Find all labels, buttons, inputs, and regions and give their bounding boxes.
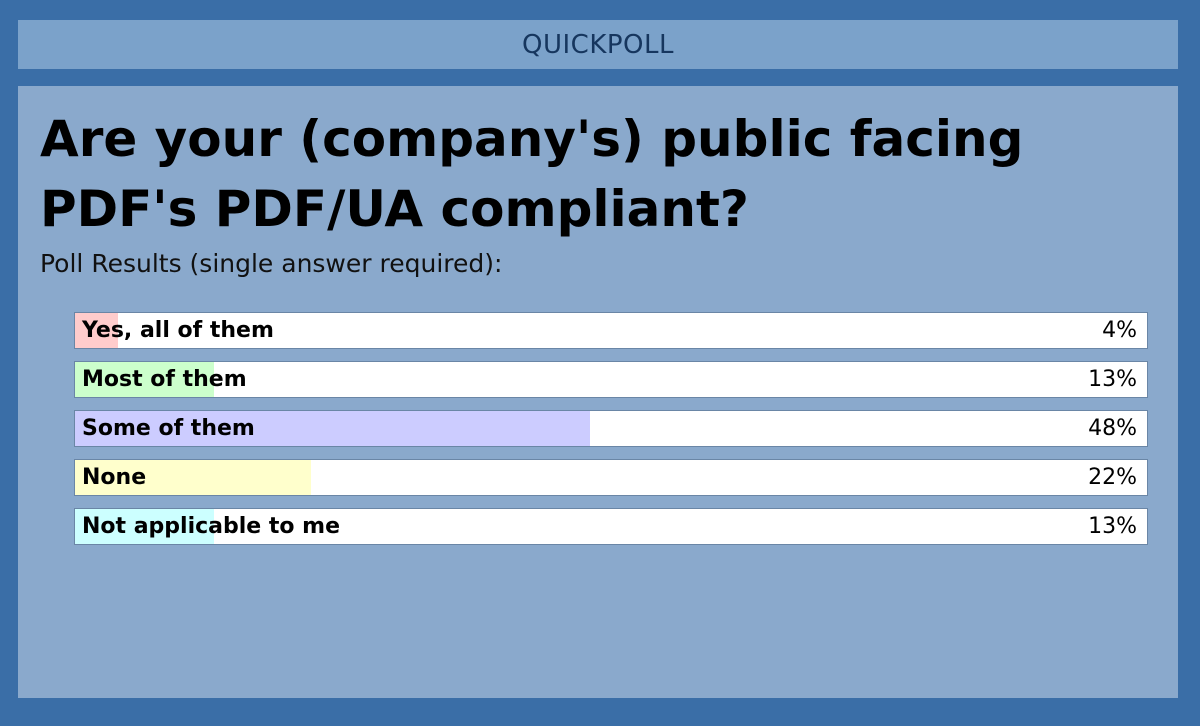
result-row-not-applicable: Not applicable to me 13% <box>74 508 1148 545</box>
result-bar <box>75 460 311 495</box>
poll-subtitle: Poll Results (single answer required): <box>40 249 503 278</box>
poll-question: Are your (company's) public facing PDF's… <box>40 110 1024 238</box>
result-row-some: Some of them 48% <box>74 410 1148 447</box>
poll-results: Yes, all of them 4% Most of them 13% Som… <box>74 312 1148 557</box>
result-row-yes-all: Yes, all of them 4% <box>74 312 1148 349</box>
result-bar <box>75 509 215 544</box>
result-bar <box>75 313 118 348</box>
result-row-none: None 22% <box>74 459 1148 496</box>
header-title: QUICKPOLL <box>522 29 674 60</box>
result-percent: 48% <box>1088 416 1137 441</box>
result-bar <box>75 362 215 397</box>
result-percent: 4% <box>1102 318 1137 343</box>
result-percent: 13% <box>1088 367 1137 392</box>
quickpoll-header: QUICKPOLL <box>18 20 1178 69</box>
result-bar <box>75 411 590 446</box>
result-label: Yes, all of them <box>82 318 274 343</box>
result-percent: 22% <box>1088 465 1137 490</box>
result-row-most: Most of them 13% <box>74 361 1148 398</box>
result-label: Not applicable to me <box>82 514 341 539</box>
result-label: Some of them <box>82 416 255 441</box>
result-label: None <box>82 465 147 490</box>
poll-panel: Are your (company's) public facing PDF's… <box>18 86 1178 698</box>
result-percent: 13% <box>1088 514 1137 539</box>
result-label: Most of them <box>82 367 247 392</box>
